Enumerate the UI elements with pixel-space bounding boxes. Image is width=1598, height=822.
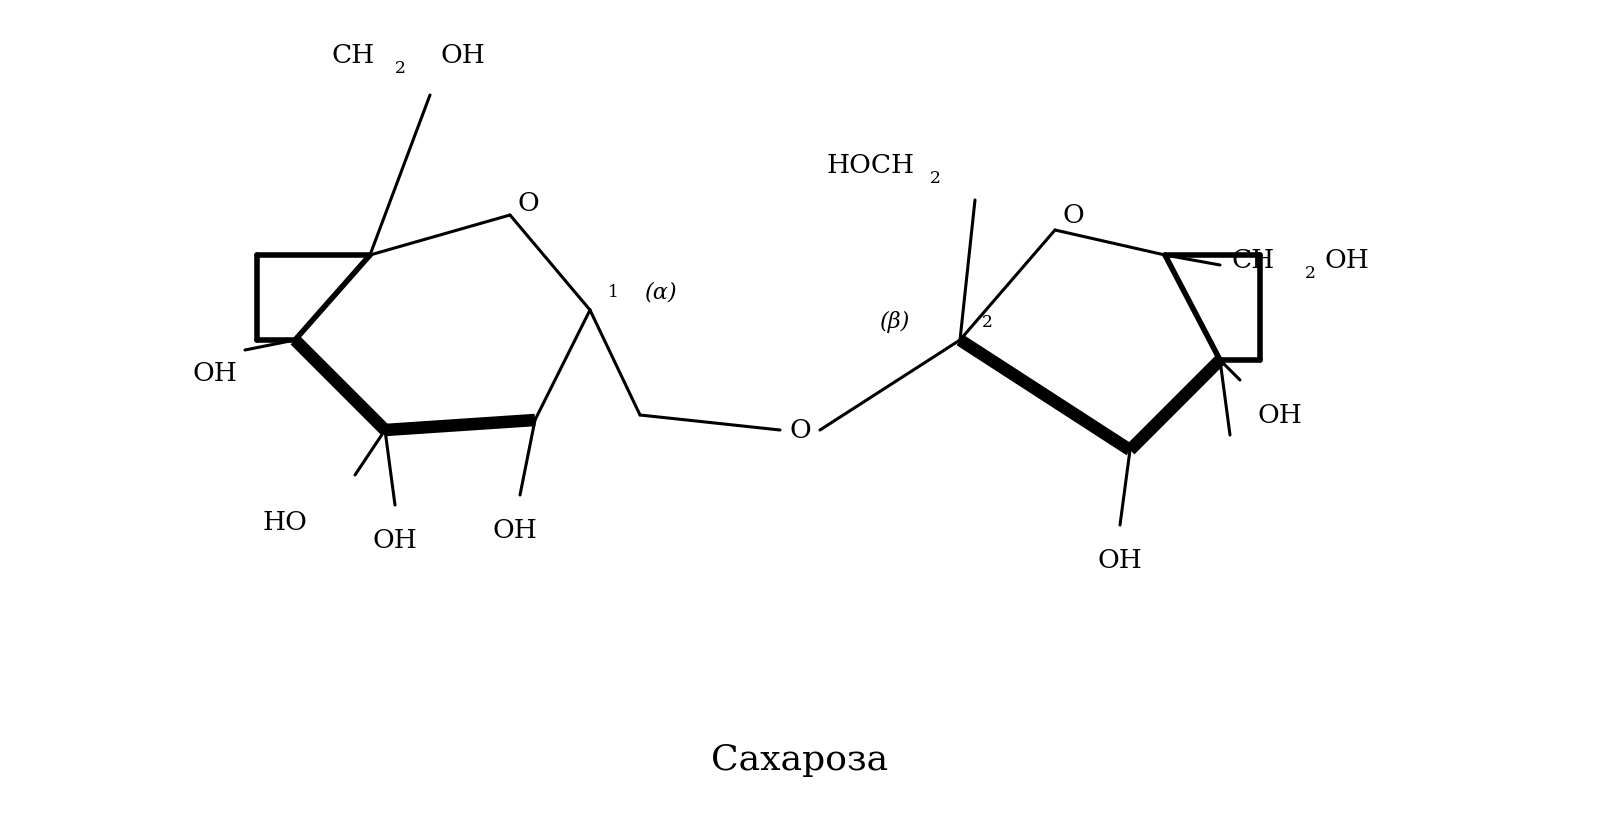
Text: OH: OH [372,528,417,552]
Text: OH: OH [1258,403,1302,427]
Text: HO: HO [262,510,307,535]
Text: 1: 1 [607,284,618,301]
Text: O: O [1063,202,1083,228]
Text: (β): (β) [880,311,911,333]
Text: OH: OH [1325,247,1369,273]
Text: OH: OH [439,43,484,67]
Text: 2: 2 [983,313,992,330]
Text: 2: 2 [1306,265,1315,281]
Text: 2: 2 [930,169,941,187]
Text: OH: OH [193,361,238,386]
Text: (α): (α) [646,281,678,303]
Text: HOCH: HOCH [826,153,916,178]
Text: CH: CH [1232,247,1275,273]
Text: 2: 2 [395,59,406,76]
Text: OH: OH [1098,547,1143,572]
Text: O: O [518,191,539,215]
Text: CH: CH [332,43,376,67]
Text: O: O [789,418,810,442]
Text: Сахароза: Сахароза [711,743,888,777]
Text: OH: OH [492,518,537,543]
